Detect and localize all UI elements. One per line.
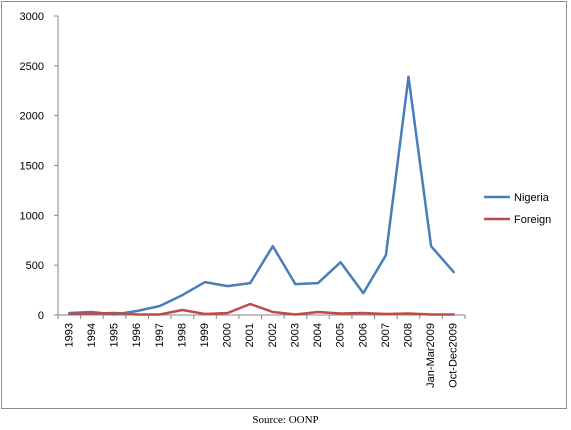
y-tick-label: 2500 [20,61,44,73]
x-tick-label: 1996 [131,323,143,347]
legend: Nigeria Foreign [484,192,551,226]
x-tick-label: 2002 [267,323,279,347]
y-tick-label: 500 [26,260,44,272]
y-tick-label: 2000 [20,111,44,123]
x-tick-label: 1995 [109,323,121,347]
y-tick-label: 3000 [20,11,44,23]
legend-label-foreign: Foreign [514,214,551,226]
x-tick-label: 1997 [154,323,166,347]
x-tick-label: 2001 [244,323,256,347]
x-tick-label: 2008 [402,323,414,347]
series-line-foreign [68,302,455,316]
x-tick-label: 1994 [86,323,98,347]
y-tick-label: 0 [38,310,44,322]
x-tick-label: 2004 [312,323,324,347]
x-tick-label: 1993 [63,323,75,347]
x-tick-label: Oct-Dec2009 [448,323,460,388]
x-tick-label: 2000 [222,323,234,347]
y-axis: 0 500 1000 1500 2000 2500 3000 [20,11,59,322]
source-note: Source: OONP [252,414,319,426]
x-tick-label: 2003 [289,323,301,347]
y-tick-label: 1000 [20,210,44,222]
series-lines [68,75,455,316]
x-tick-label: Jan-Mar2009 [425,323,437,388]
series-line-nigeria [68,75,455,316]
y-tick-label: 1500 [20,161,44,173]
x-tick-label: 2006 [357,323,369,347]
x-axis: 1993 1994 1995 1996 1997 1998 1999 2000 2001 2002… [57,314,466,388]
x-tick-label: 1998 [176,323,188,347]
chart-frame [1,1,567,409]
x-tick-label: 2005 [335,323,347,347]
legend-label-nigeria: Nigeria [514,192,550,204]
x-tick-label: 1999 [199,323,211,347]
x-tick-label: 2007 [380,323,392,347]
